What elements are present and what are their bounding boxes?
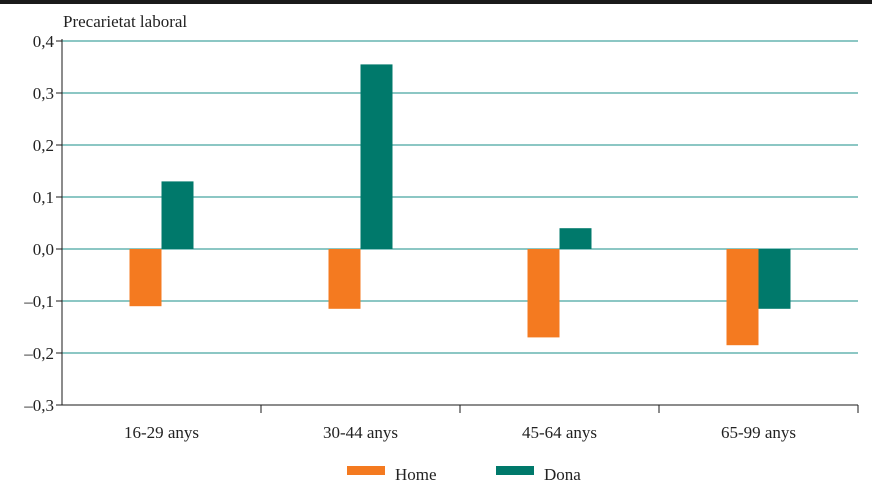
bar-dona-2 xyxy=(360,64,393,250)
legend-label-home: Home xyxy=(395,465,437,482)
x-tick-label: 65-99 anys xyxy=(721,423,796,442)
y-tick-label: 0,0 xyxy=(33,240,54,259)
y-tick-label: –0,1 xyxy=(23,292,54,311)
bar-home-1 xyxy=(129,249,162,307)
legend-swatch-home xyxy=(347,466,385,475)
legend-swatch-dona xyxy=(496,466,534,475)
x-tick-label: 16-29 anys xyxy=(124,423,199,442)
bar-dona-1 xyxy=(161,181,194,249)
legend: Home Dona xyxy=(347,465,581,482)
y-tick-label: 0,3 xyxy=(33,84,54,103)
bar-home-3 xyxy=(527,249,560,338)
x-axis-ticks: 16-29 anys 30-44 anys 45-64 anys 65-99 anys xyxy=(124,405,859,442)
bars xyxy=(129,64,791,346)
y-axis-ticks: 0,4 0,3 0,2 0,1 0,0 –0,1 –0,2 –0,3 xyxy=(23,32,62,415)
bar-home-4 xyxy=(726,249,759,346)
bar-dona-4 xyxy=(758,249,791,309)
y-tick-label: 0,2 xyxy=(33,136,54,155)
bar-home-2 xyxy=(328,249,361,309)
legend-label-dona: Dona xyxy=(544,465,581,482)
y-tick-label: –0,2 xyxy=(23,344,54,363)
y-tick-label: 0,1 xyxy=(33,188,54,207)
x-tick-label: 45-64 anys xyxy=(522,423,597,442)
gridlines xyxy=(62,40,858,354)
y-tick-label: 0,4 xyxy=(33,32,55,51)
y-axis-label: Precarietat laboral xyxy=(63,12,187,31)
x-tick-label: 30-44 anys xyxy=(323,423,398,442)
y-tick-label: –0,3 xyxy=(23,396,54,415)
bar-dona-3 xyxy=(559,228,592,249)
